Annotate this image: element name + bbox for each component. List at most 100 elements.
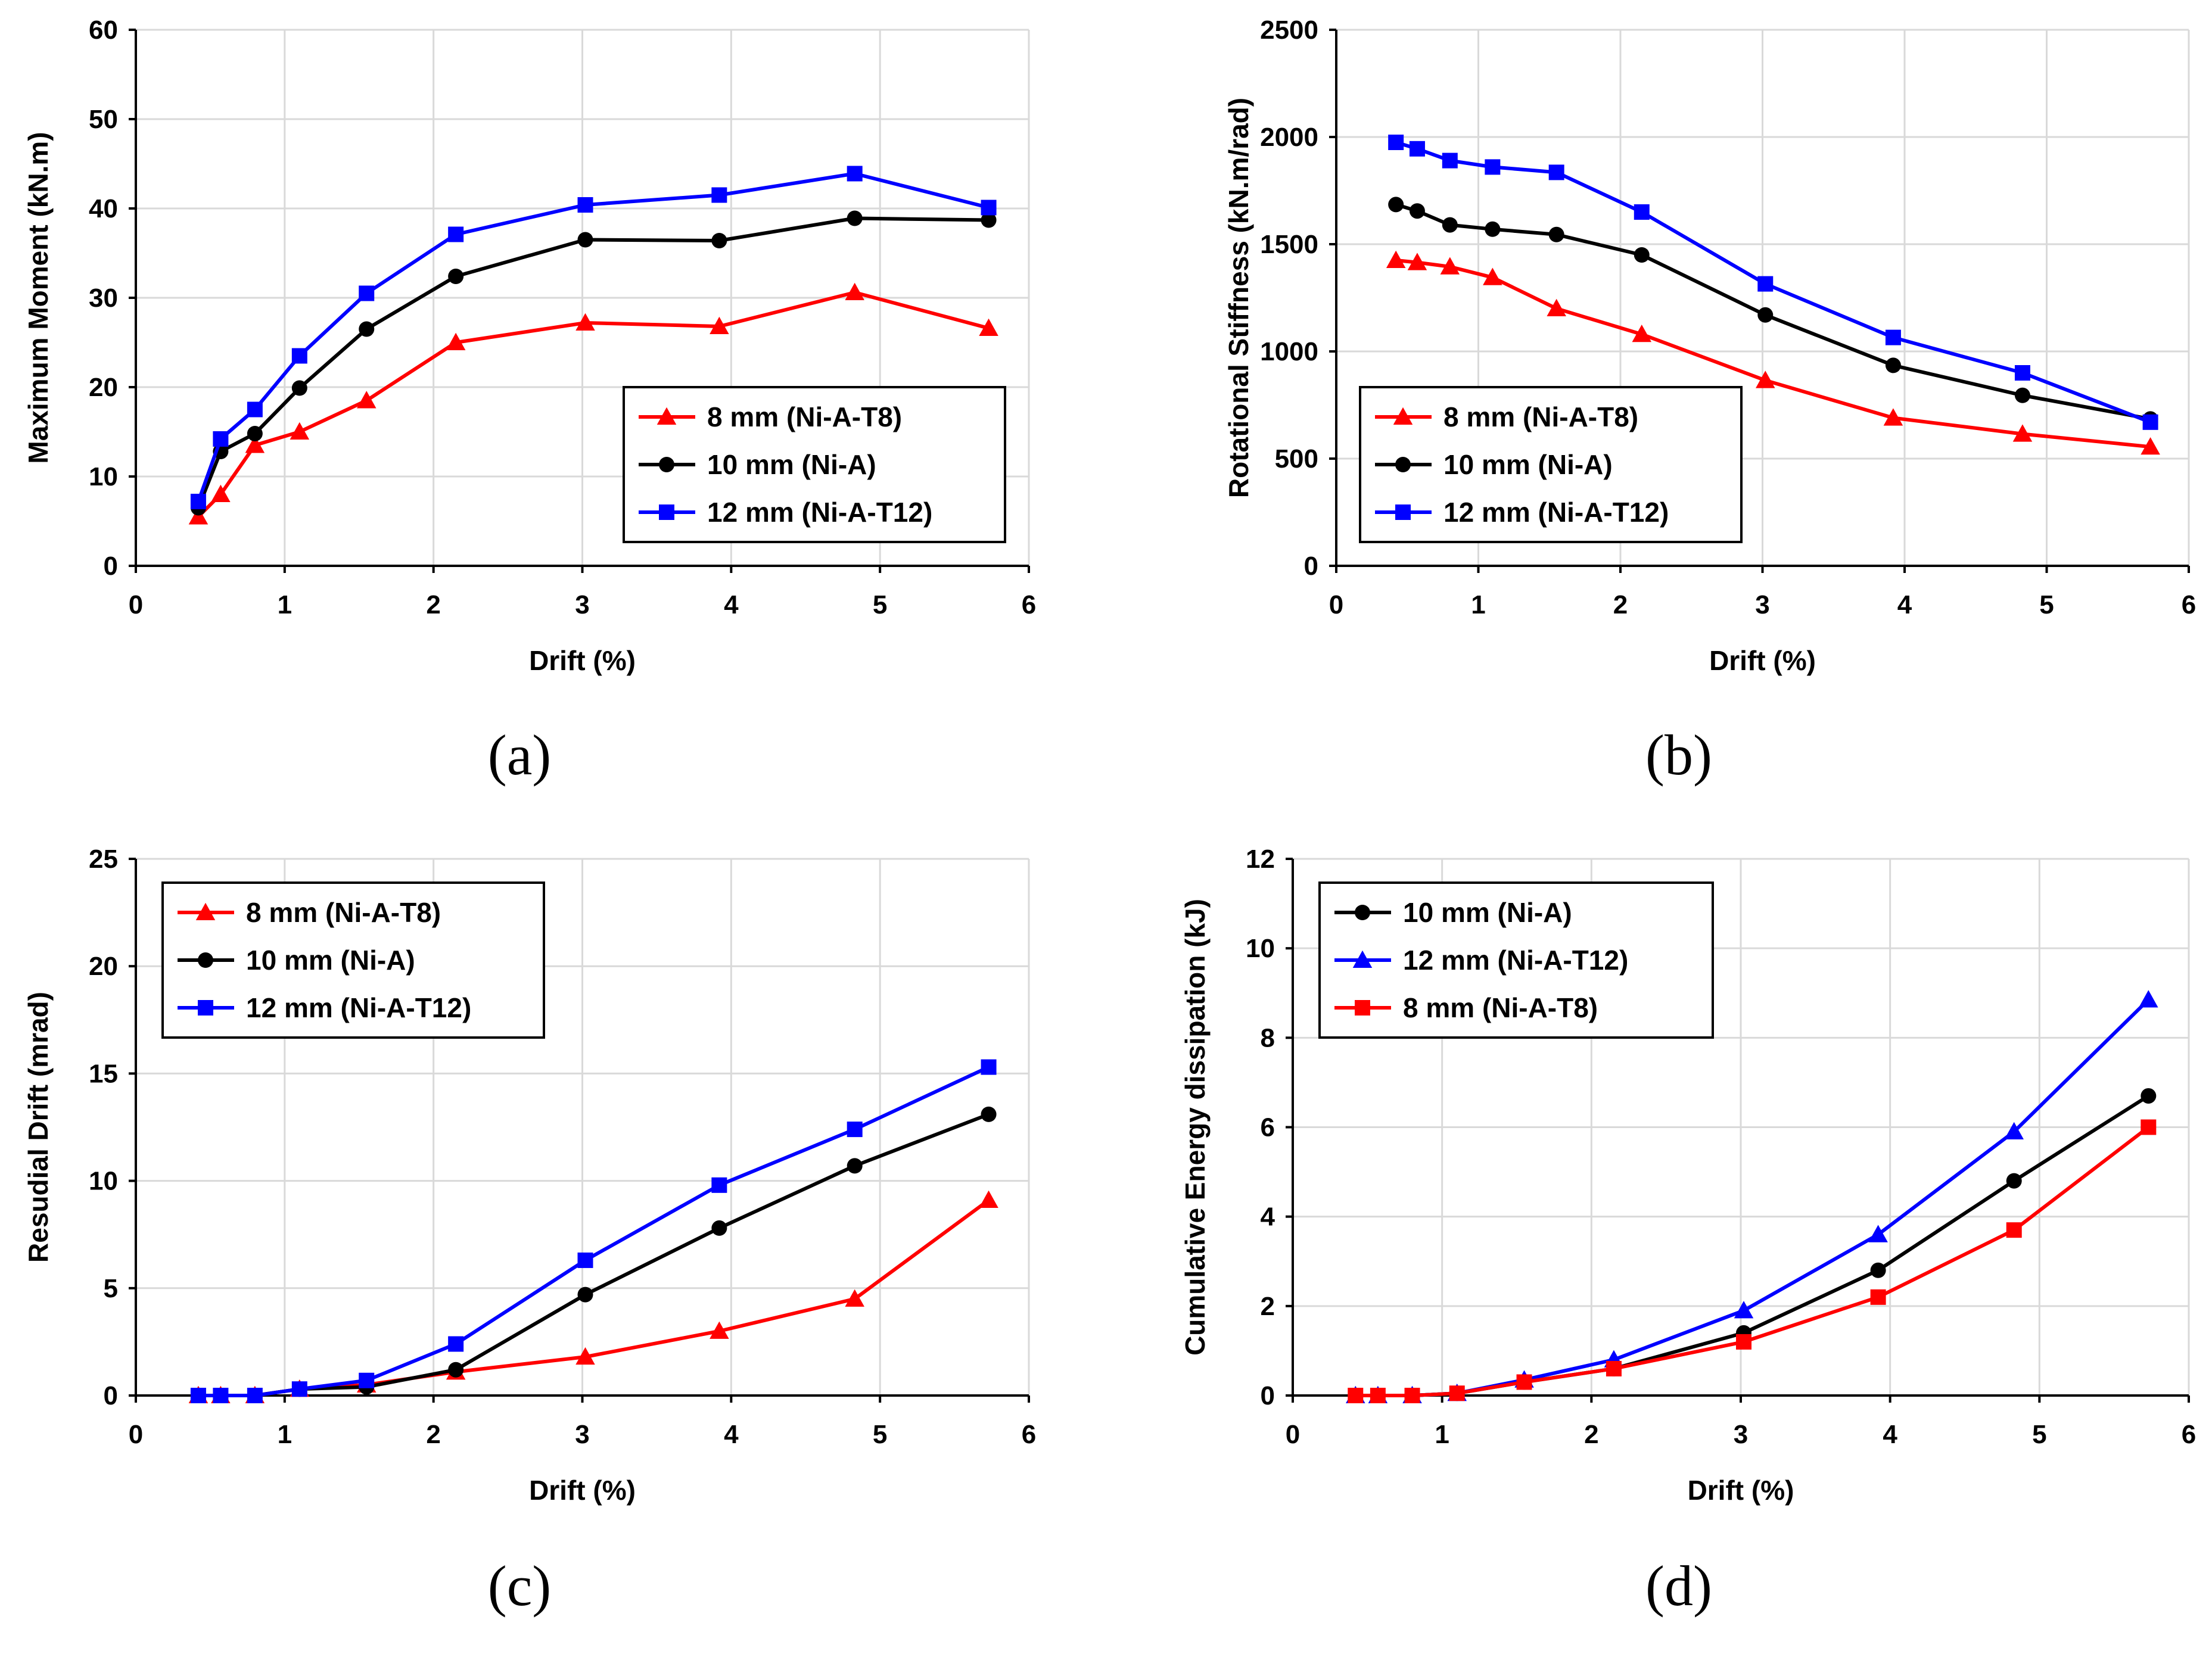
data-point-square [1870,1289,1886,1305]
y-tick-label: 12 [1246,845,1275,874]
data-point-circle [711,1220,727,1236]
data-point-square [1757,276,1774,292]
data-point-circle [1757,307,1774,323]
data-point-triangle [1547,298,1566,316]
data-point-square [190,494,206,509]
data-series [1346,990,2158,1403]
x-axis-label: Drift (%) [1709,645,1816,676]
data-point-triangle [1386,250,1406,268]
data-point-square [247,401,263,418]
y-tick-label: 0 [104,552,118,581]
data-point-circle [2014,387,2030,403]
y-tick-label: 15 [89,1059,118,1088]
x-tick-label: 0 [129,590,143,619]
x-axis-label: Drift (%) [529,645,636,676]
data-point-circle [981,1106,997,1122]
y-tick-label: 6 [1261,1113,1275,1142]
y-tick-label: 40 [89,194,118,223]
data-point-circle [1355,905,1370,920]
data-point-square [711,187,727,203]
x-tick-label: 3 [1734,1420,1748,1449]
legend-label: 12 mm (Ni-A-T12) [707,497,932,528]
x-tick-label: 4 [724,1420,739,1449]
data-series [188,282,998,525]
series-line [1355,1094,2149,1397]
y-axis-label: Cumulative Energy dissipation (kJ) [1180,899,1211,1356]
data-point-triangle [1407,253,1427,270]
data-point-triangle [845,1289,864,1307]
data-point-triangle [2141,437,2160,455]
data-point-triangle [710,1321,729,1339]
x-axis-label: Drift (%) [1688,1475,1794,1506]
x-tick-label: 1 [1471,590,1485,619]
panel-caption: (b) [1645,723,1712,787]
data-point-square [247,1388,263,1403]
data-series [1348,1119,2157,1403]
data-point-triangle [575,313,595,331]
x-tick-label: 6 [2182,1420,2196,1449]
data-point-circle [1442,217,1458,233]
data-point-triangle [1483,267,1502,285]
data-point-circle [1388,197,1404,213]
data-point-circle [981,212,997,228]
y-tick-label: 10 [89,1167,118,1196]
data-point-triangle [188,507,209,525]
legend: 8 mm (Ni-A-T8) 10 mm (Ni-A) 12 mm (Ni-A-T1… [623,386,1006,543]
data-point-square [577,197,593,213]
data-point-square [1404,1388,1420,1403]
data-point-triangle [1632,324,1652,342]
y-axis-label: Resudial Drift (mrad) [23,992,54,1263]
data-point-square [981,200,997,216]
y-tick-label: 0 [1304,552,1318,581]
data-point-circle [711,233,727,248]
y-tick-label: 4 [1261,1203,1275,1232]
x-tick-label: 1 [278,1420,292,1449]
data-point-square [1348,1388,1364,1403]
data-point-square [291,1381,307,1397]
legend: 10 mm (Ni-A) 12 mm (Ni-A-T12) 8 mm (Ni-A-T… [1318,881,1714,1039]
legend-label: 10 mm (Ni-A) [707,449,876,480]
data-point-triangle [1734,1301,1754,1319]
y-tick-label: 50 [89,105,118,134]
data-point-triangle [1756,370,1775,388]
data-point-square [1548,164,1564,180]
data-point-circle [198,952,213,968]
data-point-triangle [1440,257,1460,275]
data-point-square [1355,1000,1370,1016]
x-tick-label: 2 [426,590,440,619]
data-point-triangle [845,282,864,300]
series-line [1395,203,2151,421]
data-series [1386,250,2160,455]
legend-label: 10 mm (Ni-A) [246,945,415,976]
series-line [1355,998,2150,1397]
data-point-square [1516,1374,1532,1390]
x-tick-label: 4 [724,590,739,619]
data-point-triangle [356,391,377,409]
data-point-square [359,285,375,301]
series-line [197,216,989,509]
data-point-circle [1395,457,1411,472]
chart-panel: 0 1 2 3 4 5 6 0 500 1000 1500 2000 2500 Drift (%) Rota… [1223,15,2196,787]
panel-caption: (d) [1645,1554,1712,1618]
data-series [190,1059,997,1403]
data-point-circle [359,321,375,337]
y-axis-label: Maximum Moment (kN.m) [23,132,54,463]
data-point-square [448,1336,464,1352]
legend-label: 8 mm (Ni-A-T8) [1403,992,1598,1023]
data-point-triangle [2004,1122,2024,1140]
data-point-triangle [1883,408,1903,426]
legend-label: 8 mm (Ni-A-T8) [1443,401,1638,432]
data-point-square [2014,365,2030,381]
data-point-triangle [2139,990,2158,1008]
data-point-square [1395,504,1411,520]
y-tick-label: 20 [89,952,118,981]
data-point-circle [1634,247,1650,263]
y-tick-label: 2 [1261,1292,1275,1321]
x-tick-label: 1 [278,590,292,619]
y-tick-label: 5 [104,1274,118,1303]
x-tick-label: 2 [1613,590,1628,619]
series-line [1395,258,2151,449]
data-point-triangle [657,407,677,425]
data-point-triangle [211,484,231,502]
